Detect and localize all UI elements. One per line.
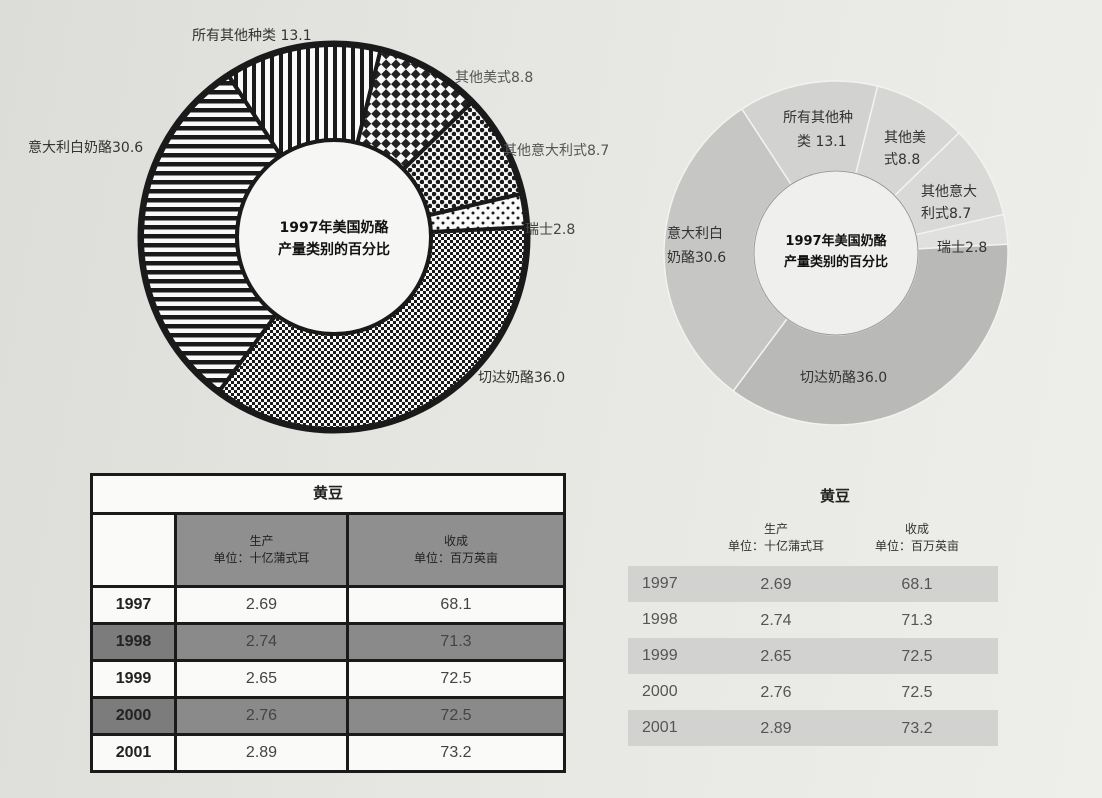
row-production: 2.89 [177, 736, 349, 770]
right-label-mozzarella-2: 奶酪30.6 [667, 250, 726, 266]
row-production: 2.65 [177, 662, 349, 696]
row-year: 1999 [93, 662, 177, 696]
header-harvest-unit: 单位：百万英亩 [413, 551, 498, 565]
left-center-title-line1: 1997年美国奶酪 [280, 219, 390, 236]
header-production-unit: 单位：十亿蒲式耳 [213, 551, 310, 565]
row-year: 1998 [642, 611, 678, 628]
table-row: 1999 2.65 72.5 [628, 638, 998, 674]
right-label-cheddar: 切达奶酪36.0 [800, 370, 887, 386]
left-label-mozzarella: 意大利白奶酪30.6 [28, 139, 143, 156]
table-row: 1998 2.74 71.3 [93, 622, 563, 659]
row-production: 2.65 [760, 647, 792, 665]
right-label-other-varieties-1: 所有其他种 [783, 110, 853, 126]
row-harvest: 72.5 [349, 699, 563, 733]
row-production: 2.69 [760, 575, 792, 593]
table-title: 黄豆 [93, 476, 563, 515]
row-year: 1999 [642, 647, 678, 664]
table-row: 2001 2.89 73.2 [93, 733, 563, 770]
row-year: 2001 [642, 719, 678, 736]
right-label-other-american-1: 其他美 [884, 130, 926, 146]
row-year: 2000 [93, 699, 177, 733]
row-harvest: 71.3 [901, 611, 933, 629]
row-harvest: 72.5 [901, 683, 933, 701]
table-row: 2000 2.76 72.5 [628, 674, 998, 710]
row-year: 1997 [93, 588, 177, 622]
row-production: 2.76 [760, 683, 792, 701]
gray-donut-chart: 1997年美国奶酪 产量类别的百分比 切达奶酪36.0 意大利白 奶酪30.6 … [663, 80, 1009, 426]
row-year: 2000 [642, 683, 678, 700]
right-label-mozzarella-1: 意大利白 [667, 225, 723, 242]
header-harvest-unit: 单位：百万英亩 [874, 539, 959, 553]
soybean-table-framed: 黄豆 生产 单位：十亿蒲式耳 收成 单位：百万英亩 1997 2.69 68.1… [90, 473, 566, 773]
table-row: 1997 2.69 68.1 [628, 566, 998, 602]
row-harvest: 68.1 [901, 575, 933, 593]
right-center-title-line1: 1997年美国奶酪 [785, 233, 887, 249]
patterned-donut-chart: 1997年美国奶酪 产量类别的百分比 切达奶酪36.0 意大利白奶酪30.6 所… [28, 28, 609, 434]
table-title: 黄豆 [819, 488, 850, 505]
header-harvest: 收成 单位：百万英亩 [836, 521, 998, 555]
right-center-title-line2: 产量类别的百分比 [784, 254, 888, 270]
table-header-row: 生产 单位：十亿蒲式耳 收成 单位：百万英亩 [628, 510, 998, 566]
right-label-other-italian-1: 其他意大 [921, 183, 977, 200]
table-header-row: 生产 单位：十亿蒲式耳 收成 单位：百万英亩 [93, 515, 563, 585]
row-harvest: 72.5 [440, 670, 472, 687]
right-label-other-varieties-2: 类 13.1 [797, 134, 847, 150]
left-label-other-italian: 其他意大利式8.7 [503, 142, 609, 159]
left-label-other-american: 其他美式8.8 [455, 70, 533, 86]
right-label-swiss: 瑞士2.8 [937, 240, 987, 256]
header-empty-cell [93, 515, 177, 585]
left-label-other-varieties: 所有其他种类 13.1 [192, 28, 312, 44]
row-production: 2.76 [177, 699, 349, 733]
row-harvest: 68.1 [440, 596, 472, 613]
row-harvest: 71.3 [349, 625, 563, 659]
header-production: 生产 单位：十亿蒲式耳 [716, 521, 836, 555]
row-harvest: 72.5 [901, 647, 933, 665]
table-row: 1999 2.65 72.5 [93, 659, 563, 696]
soybean-table-striped: 黄豆 生产 单位：十亿蒲式耳 收成 单位：百万英亩 1997 2.69 68.1… [628, 484, 998, 746]
header-harvest: 收成 单位：百万英亩 [349, 515, 563, 585]
row-production: 2.74 [760, 611, 792, 629]
row-production: 2.74 [177, 625, 349, 659]
table-row: 1997 2.69 68.1 [93, 585, 563, 622]
row-harvest: 73.2 [440, 744, 472, 761]
table-row: 2001 2.89 73.2 [628, 710, 998, 746]
left-label-swiss: 瑞士2.8 [525, 222, 575, 238]
row-production: 2.89 [760, 719, 792, 737]
header-production-unit: 单位：十亿蒲式耳 [727, 539, 824, 553]
table-row: 2000 2.76 72.5 [93, 696, 563, 733]
row-year: 1998 [93, 625, 177, 659]
row-year: 1997 [642, 575, 678, 592]
header-production: 生产 单位：十亿蒲式耳 [177, 515, 349, 585]
right-label-other-american-2: 式8.8 [884, 152, 920, 168]
row-year: 2001 [93, 736, 177, 770]
left-label-cheddar: 切达奶酪36.0 [478, 370, 565, 386]
header-harvest-name: 收成 [443, 534, 468, 548]
header-production-name: 生产 [249, 534, 274, 548]
table-row: 1998 2.74 71.3 [628, 602, 998, 638]
row-harvest: 73.2 [901, 719, 933, 737]
left-center-title-line2: 产量类别的百分比 [278, 241, 390, 258]
row-production: 2.69 [177, 588, 349, 622]
header-production-name: 生产 [763, 522, 788, 536]
header-harvest-name: 收成 [904, 522, 929, 536]
right-label-other-italian-2: 利式8.7 [921, 206, 971, 222]
